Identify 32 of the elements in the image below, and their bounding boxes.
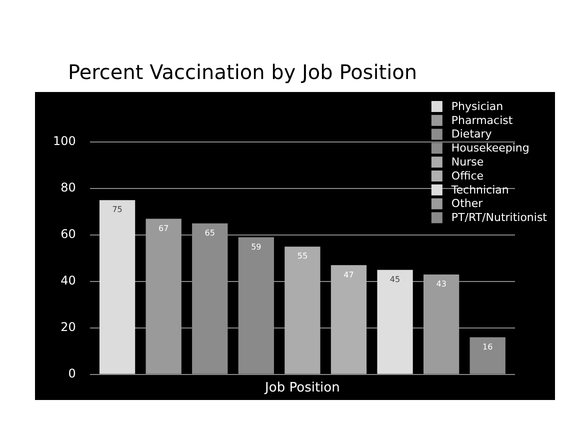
legend-label: PT/RT/Nutritionist bbox=[451, 211, 548, 224]
data-label: 67 bbox=[158, 224, 169, 233]
bar bbox=[146, 218, 182, 374]
bar bbox=[423, 274, 460, 374]
bar bbox=[284, 246, 320, 374]
data-label: 55 bbox=[297, 252, 308, 261]
legend-label: Housekeeping bbox=[451, 142, 530, 155]
data-label: 45 bbox=[390, 274, 400, 284]
y-tick-label: 100 bbox=[53, 134, 76, 148]
legend-label: Other bbox=[451, 197, 484, 210]
legend-label: Physician bbox=[451, 100, 504, 113]
y-tick-label: 60 bbox=[60, 227, 76, 242]
data-label: 75 bbox=[112, 205, 122, 214]
data-label: 43 bbox=[436, 280, 446, 289]
legend-label: Nurse bbox=[451, 155, 484, 168]
bar bbox=[377, 270, 413, 374]
x-axis-title: Job Position bbox=[264, 380, 340, 396]
legend-label: Technician bbox=[450, 183, 509, 196]
legend-label: Dietary bbox=[451, 128, 492, 141]
bar bbox=[99, 200, 136, 374]
data-label: 16 bbox=[482, 342, 493, 352]
legend-label: Office bbox=[451, 169, 484, 182]
chart-title: Percent Vaccination by Job Position bbox=[68, 60, 418, 84]
y-tick-label: 0 bbox=[68, 366, 76, 381]
data-label: 47 bbox=[344, 270, 354, 280]
y-tick-label: 20 bbox=[60, 320, 76, 334]
y-tick-label: 40 bbox=[60, 274, 76, 288]
y-tick-label: 80 bbox=[60, 180, 76, 195]
bar bbox=[330, 265, 367, 374]
legend-label: Pharmacist bbox=[451, 114, 514, 127]
data-label: 59 bbox=[251, 242, 262, 252]
data-label: 65 bbox=[204, 228, 215, 238]
